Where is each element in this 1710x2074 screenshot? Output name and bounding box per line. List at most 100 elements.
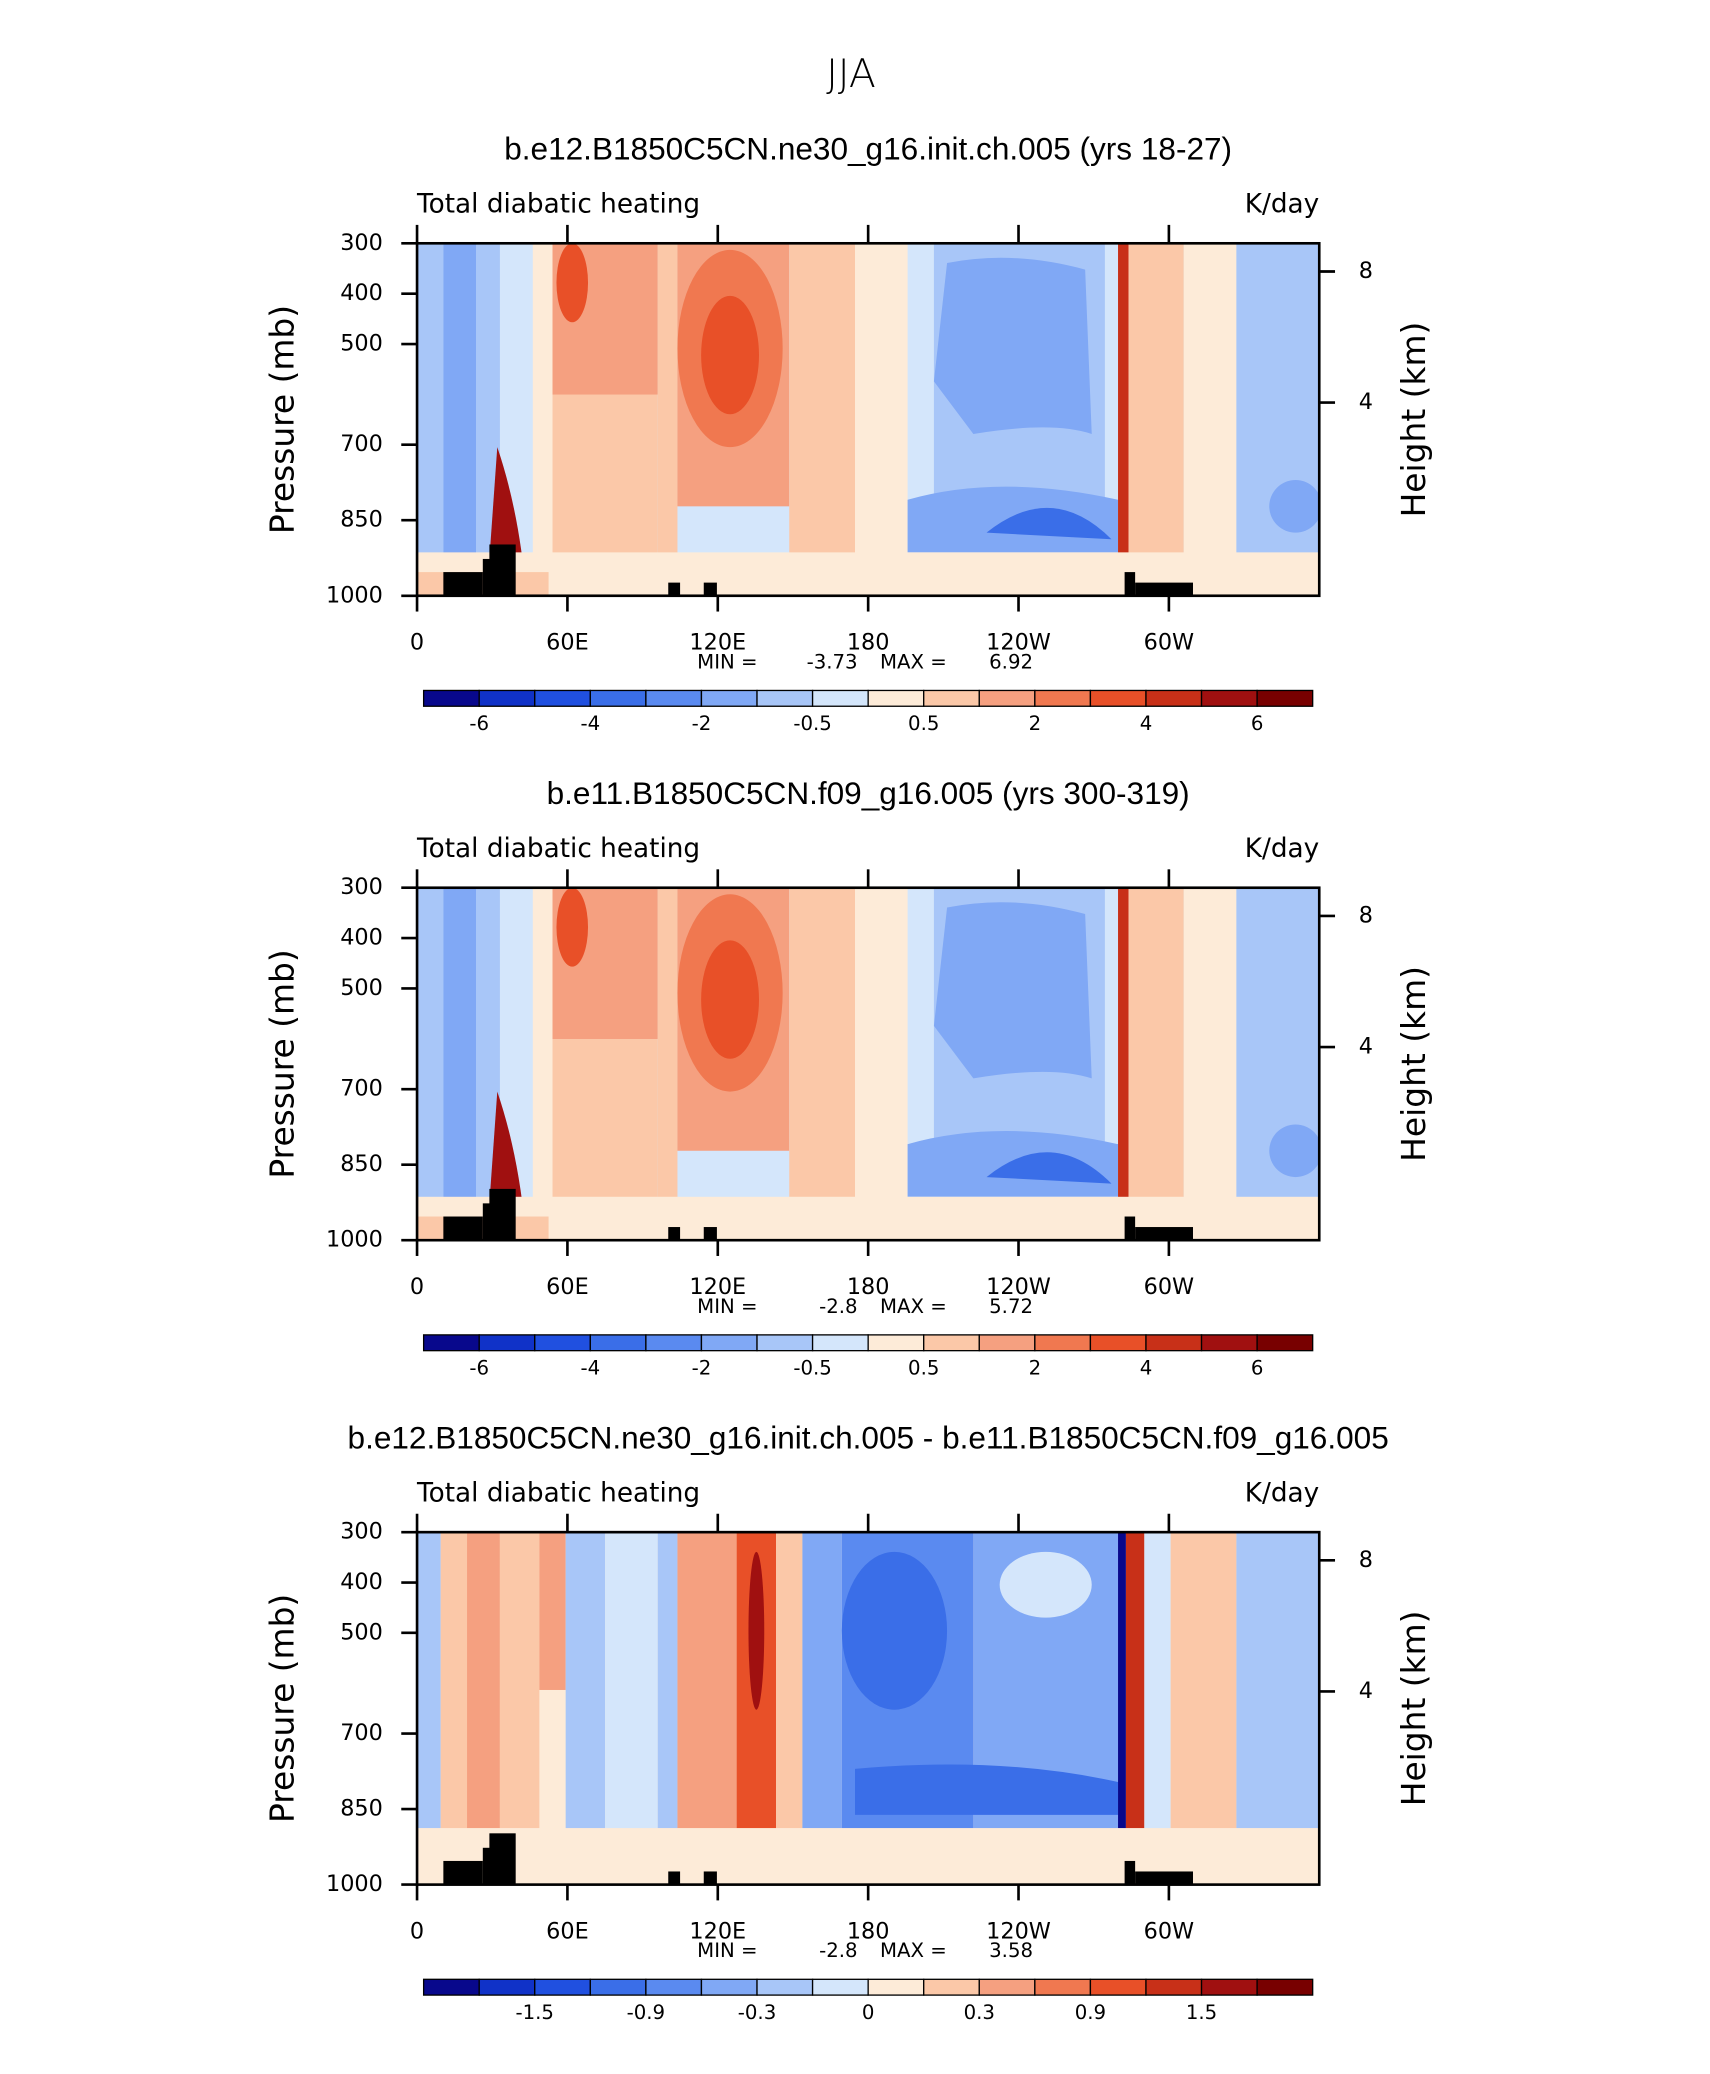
colorbar-label: 1.5 bbox=[1186, 2001, 1217, 2024]
panel: b.e12.B1850C5CN.ne30_g16.init.ch.005 - b… bbox=[263, 1419, 1433, 2024]
colorbar-box bbox=[1200, 1978, 1258, 1996]
x-tick-label: 120E bbox=[689, 630, 746, 656]
min-value: -2.8 bbox=[819, 1939, 857, 1962]
colorbar-box bbox=[700, 1978, 758, 1996]
y-axis-label: Pressure (mb) bbox=[263, 305, 302, 534]
panel: b.e11.B1850C5CN.f09_g16.005 (yrs 300-319… bbox=[263, 775, 1433, 1380]
colorbar-label: 6 bbox=[1251, 1357, 1264, 1380]
colorbar-box bbox=[534, 689, 591, 707]
colorbar-box bbox=[534, 1334, 591, 1352]
colorbar-label: 0.3 bbox=[964, 2001, 995, 2024]
main-title: JJA bbox=[826, 51, 876, 97]
x-tick-label: 60W bbox=[1144, 1918, 1195, 1944]
colorbar-label: 0.5 bbox=[908, 712, 939, 735]
x-tick-label: 120W bbox=[986, 630, 1051, 656]
y2-axis-label: Height (km) bbox=[1394, 322, 1433, 518]
colorbar-box bbox=[478, 689, 536, 707]
x-tick-label: 120E bbox=[689, 1918, 746, 1944]
max-label: MAX = bbox=[880, 650, 947, 673]
colorbar-box bbox=[1256, 1978, 1314, 1996]
y2-tick-label: 4 bbox=[1359, 389, 1373, 415]
colorbar-box bbox=[422, 689, 480, 707]
y2-tick-label: 8 bbox=[1359, 1547, 1373, 1573]
y-tick-label: 400 bbox=[340, 925, 383, 951]
colorbar-box bbox=[756, 1978, 814, 1996]
x-tick-label: 180 bbox=[847, 630, 890, 656]
colorbar-box bbox=[1034, 689, 1092, 707]
colorbar-box bbox=[589, 1978, 647, 1996]
colorbar-box bbox=[756, 1334, 814, 1352]
min-label: MIN = bbox=[697, 650, 757, 673]
min-value: -3.73 bbox=[807, 650, 858, 673]
max-value: 6.92 bbox=[989, 650, 1033, 673]
colorbar-box bbox=[1145, 1334, 1203, 1352]
x-tick-label: 60W bbox=[1144, 630, 1195, 656]
colorbar-label: -0.5 bbox=[793, 712, 831, 735]
y2-tick-label: 4 bbox=[1359, 1678, 1373, 1704]
colorbar-box bbox=[589, 689, 647, 707]
colorbar-box bbox=[867, 689, 925, 707]
colorbar-label: -1.5 bbox=[516, 2001, 554, 2024]
panel-title: b.e12.B1850C5CN.ne30_g16.init.ch.005 (yr… bbox=[504, 131, 1232, 167]
x-tick-label: 0 bbox=[410, 1274, 424, 1300]
x-tick-label: 60E bbox=[546, 1918, 589, 1944]
colorbar-label: 4 bbox=[1140, 1357, 1153, 1380]
panel-title: b.e11.B1850C5CN.f09_g16.005 (yrs 300-319… bbox=[547, 775, 1190, 811]
contour-field bbox=[417, 1532, 1320, 1885]
right-label: K/day bbox=[1245, 1479, 1319, 1509]
colorbar-label: -0.3 bbox=[738, 2001, 776, 2024]
x-tick-label: 60E bbox=[546, 630, 589, 656]
colorbar-box bbox=[1200, 1334, 1258, 1352]
left-label: Total diabatic heating bbox=[416, 1479, 700, 1509]
colorbar-box bbox=[1034, 1978, 1092, 1996]
x-tick-label: 0 bbox=[410, 630, 424, 656]
colorbar-box bbox=[867, 1978, 925, 1996]
y-tick-label: 300 bbox=[340, 874, 383, 900]
x-tick-label: 0 bbox=[410, 1918, 424, 1944]
min-label: MIN = bbox=[697, 1939, 757, 1962]
colorbar-box bbox=[422, 1978, 480, 1996]
colorbar-box bbox=[700, 689, 758, 707]
y-axis-label: Pressure (mb) bbox=[263, 1594, 302, 1823]
y-tick-label: 700 bbox=[340, 431, 383, 457]
y2-axis-label: Height (km) bbox=[1394, 966, 1433, 1162]
y-tick-label: 1000 bbox=[326, 1227, 383, 1253]
colorbar-box bbox=[1089, 1334, 1147, 1352]
y-tick-label: 400 bbox=[340, 1569, 383, 1595]
colorbar-label: 0.9 bbox=[1075, 2001, 1106, 2024]
contour-field bbox=[417, 243, 1320, 596]
colorbar-box bbox=[923, 1978, 980, 1996]
y2-axis-label: Height (km) bbox=[1394, 1611, 1433, 1807]
colorbar-label: -2 bbox=[692, 1357, 712, 1380]
x-tick-label: 180 bbox=[847, 1274, 890, 1300]
y-axis-label: Pressure (mb) bbox=[263, 949, 302, 1178]
y-tick-label: 850 bbox=[340, 507, 383, 533]
colorbar-label: -4 bbox=[580, 1357, 600, 1380]
x-tick-label: 120W bbox=[986, 1918, 1051, 1944]
colorbar-label: 2 bbox=[1029, 712, 1042, 735]
colorbar-label: -6 bbox=[469, 1357, 489, 1380]
left-label: Total diabatic heating bbox=[416, 834, 700, 864]
colorbar-box bbox=[645, 689, 703, 707]
colorbar-box bbox=[589, 1334, 647, 1352]
max-label: MAX = bbox=[880, 1939, 947, 1962]
colorbar-box bbox=[1256, 1334, 1314, 1352]
colorbar-box bbox=[756, 689, 814, 707]
colorbar-box bbox=[811, 689, 869, 707]
min-value: -2.8 bbox=[819, 1295, 857, 1318]
colorbar-box bbox=[923, 1334, 980, 1352]
colorbar-label: -2 bbox=[692, 712, 712, 735]
colorbar-label: 2 bbox=[1029, 1357, 1042, 1380]
colorbar-label: 6 bbox=[1251, 712, 1264, 735]
colorbar-label: -6 bbox=[469, 712, 489, 735]
y-tick-label: 850 bbox=[340, 1796, 383, 1822]
x-tick-label: 60E bbox=[546, 1274, 589, 1300]
max-value: 5.72 bbox=[989, 1295, 1033, 1318]
y-tick-label: 400 bbox=[340, 280, 383, 306]
right-label: K/day bbox=[1245, 834, 1319, 864]
min-label: MIN = bbox=[697, 1295, 757, 1318]
colorbar-box bbox=[1256, 689, 1314, 707]
colorbar-label: -0.9 bbox=[627, 2001, 665, 2024]
